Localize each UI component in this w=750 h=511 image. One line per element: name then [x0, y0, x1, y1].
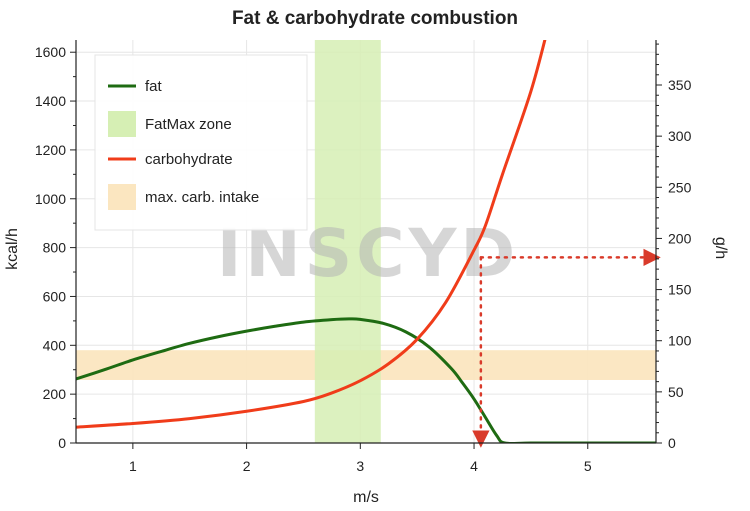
x-axis-title: m/s [353, 489, 379, 506]
x-tick-label: 5 [584, 458, 592, 474]
y-tick-label: 800 [43, 240, 67, 256]
y-tick-label: 600 [43, 288, 67, 304]
fat-series-line [76, 317, 656, 443]
x-tick-label: 2 [243, 458, 251, 474]
y-tick-label: 1000 [35, 191, 66, 207]
y2-tick-label: 100 [668, 333, 692, 349]
bands-layer [76, 40, 656, 443]
annotation-arrows [472, 248, 661, 448]
y2-axis-title: g/h [712, 237, 729, 259]
legend-fatmax-swatch [108, 111, 136, 137]
x-tick-label: 4 [470, 458, 478, 474]
legend-carb-label: carbohydrate [145, 151, 233, 168]
y-tick-label: 0 [58, 435, 66, 451]
y2-tick-label: 300 [668, 128, 692, 144]
y2-tick-label: 350 [668, 77, 692, 93]
y-tick-label: 1600 [35, 44, 66, 60]
y2-tick-label: 150 [668, 282, 692, 298]
y2-tick-label: 50 [668, 384, 684, 400]
legend-fatmax-label: FatMax zone [145, 116, 232, 133]
x-tick-label: 1 [129, 458, 137, 474]
y2-tick-label: 0 [668, 435, 676, 451]
legend-carb-intake-swatch [108, 184, 136, 210]
y-tick-label: 400 [43, 337, 67, 353]
y-tick-label: 1200 [35, 142, 66, 158]
y2-tick-label: 250 [668, 179, 692, 195]
legend: fat FatMax zone carbohydrate max. carb. … [94, 54, 308, 231]
x-tick-label: 3 [356, 458, 364, 474]
legend-fat-label: fat [145, 78, 163, 95]
chart-title: Fat & carbohydrate combustion [232, 8, 518, 29]
axis-ticks: 1 2 3 4 502004006008001000120014001600050100… [35, 43, 692, 474]
series-layer [76, 40, 656, 443]
y-axis-title: kcal/h [4, 228, 21, 270]
y-tick-label: 200 [43, 386, 67, 402]
legend-carb-intake-label: max. carb. intake [145, 189, 259, 206]
y2-tick-label: 200 [668, 230, 692, 246]
carbohydrate-series-line [76, 40, 547, 429]
y-tick-label: 1400 [35, 93, 66, 109]
